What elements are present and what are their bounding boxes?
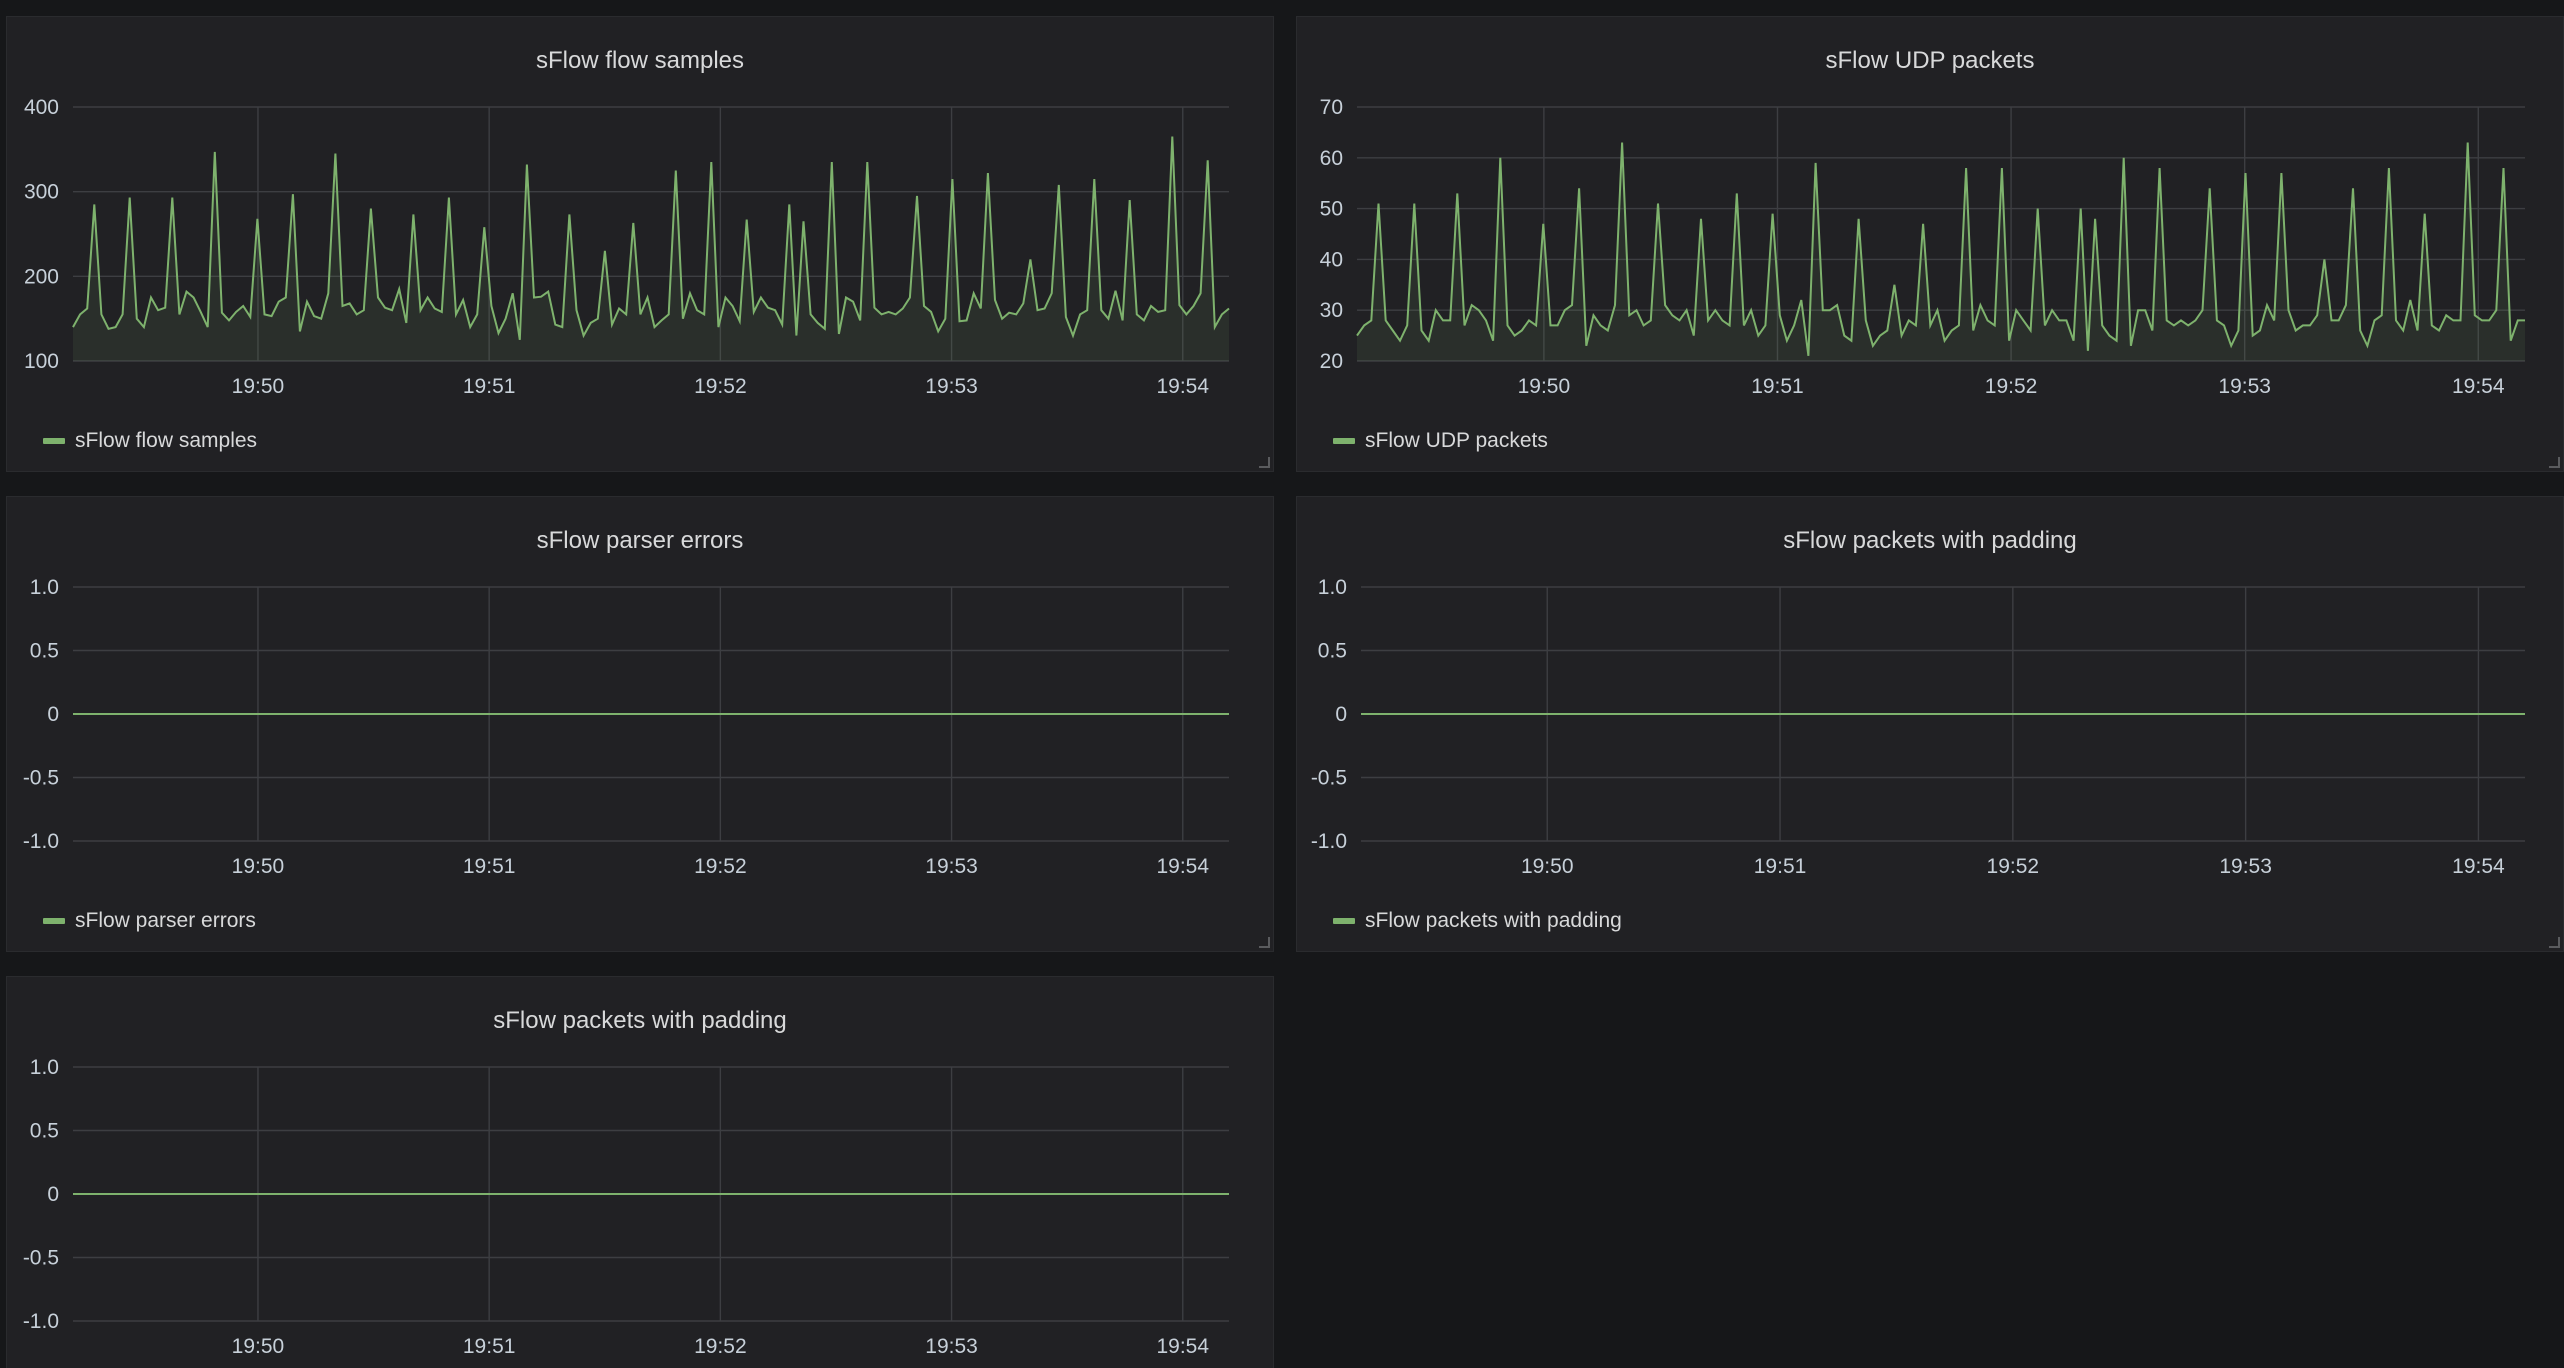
series-area (1357, 142, 2525, 361)
x-tick-label: 19:50 (232, 375, 285, 398)
y-tick-label: 0.5 (1318, 640, 1347, 663)
y-tick-label: 0 (1335, 703, 1347, 726)
x-tick-label: 19:52 (1985, 375, 2038, 398)
x-tick-label: 19:50 (232, 855, 285, 878)
x-tick-label: 19:54 (1156, 1335, 1209, 1358)
legend[interactable]: sFlow UDP packets (1333, 429, 1548, 453)
y-tick-label: 200 (24, 265, 59, 288)
panel-title[interactable]: sFlow UDP packets (1825, 47, 2035, 74)
x-tick-label: 19:52 (1987, 855, 2040, 878)
x-tick-label: 19:51 (1754, 855, 1807, 878)
y-tick-label: 1.0 (30, 576, 59, 599)
legend-label: sFlow flow samples (75, 429, 258, 452)
legend-swatch (43, 438, 65, 444)
y-tick-label: 50 (1320, 198, 1343, 221)
y-tick-label: 0 (47, 703, 59, 726)
x-tick-label: 19:54 (2452, 375, 2505, 398)
panel-packets-with-padding: sFlow packets with padding 1.0 0.5 0 -0.5 -1… (1296, 496, 2564, 952)
series-line (1356, 142, 2525, 357)
panel-flow-samples: sFlow flow samples 100 200 300 400 19:50 19:5… (6, 16, 1274, 472)
legend-label: sFlow UDP packets (1365, 429, 1548, 452)
x-tick-label: 19:50 (1518, 375, 1571, 398)
series-line (72, 136, 1230, 340)
x-tick-label: 19:54 (1156, 375, 1209, 398)
y-tick-label: 0.5 (30, 640, 59, 663)
x-tick-label: 19:51 (463, 1335, 516, 1358)
chart-packets-with-padding: 1.0 0.5 0 -0.5 -1.0 19:50 19:51 19:52 19:53 19:54 (1311, 576, 2525, 878)
y-tick-label: 1.0 (1318, 576, 1347, 599)
chart-udp-packets: 20 30 40 50 60 70 19:50 19:51 19:52 19:53 19:54 (1320, 96, 2525, 398)
legend[interactable]: sFlow parser errors (43, 909, 256, 933)
y-tick-label: 40 (1320, 248, 1343, 271)
resize-handle[interactable] (1259, 937, 1270, 948)
x-tick-label: 19:53 (2218, 375, 2271, 398)
y-tick-label: -1.0 (23, 1310, 59, 1333)
y-tick-label: 100 (24, 350, 59, 373)
x-tick-label: 19:54 (2452, 855, 2505, 878)
y-tick-label: 0 (47, 1183, 59, 1206)
panel-title[interactable]: sFlow packets with padding (1783, 527, 2077, 554)
x-tick-label: 19:50 (232, 1335, 285, 1358)
y-tick-label: -1.0 (23, 830, 59, 853)
x-tick-label: 19:50 (1521, 855, 1574, 878)
y-tick-label: 60 (1320, 147, 1343, 170)
panel-title[interactable]: sFlow parser errors (536, 527, 744, 554)
resize-handle[interactable] (2549, 457, 2560, 468)
legend[interactable]: sFlow packets with padding (1333, 909, 1622, 933)
legend-swatch (1333, 438, 1355, 444)
x-tick-label: 19:53 (2219, 855, 2272, 878)
resize-handle[interactable] (2549, 937, 2560, 948)
panel-title[interactable]: sFlow flow samples (535, 47, 745, 74)
panel-udp-packets: sFlow UDP packets 20 30 40 50 60 70 19:50 19:51… (1296, 16, 2564, 472)
y-tick-label: 30 (1320, 299, 1343, 322)
chart-parser-errors: 1.0 0.5 0 -0.5 -1.0 19:50 19:51 19:52 19:53 19:54 (23, 576, 1229, 878)
y-tick-label: 0.5 (30, 1120, 59, 1143)
x-tick-label: 19:53 (925, 1335, 978, 1358)
legend-swatch (43, 918, 65, 924)
resize-handle[interactable] (1259, 457, 1270, 468)
x-tick-label: 19:54 (1156, 855, 1209, 878)
y-tick-label: 20 (1320, 350, 1343, 373)
legend-swatch (1333, 918, 1355, 924)
x-tick-label: 19:51 (463, 375, 516, 398)
x-tick-label: 19:51 (463, 855, 516, 878)
y-tick-label: 400 (24, 96, 59, 119)
y-tick-label: -0.5 (23, 767, 59, 790)
panel-parser-errors: sFlow parser errors 1.0 0.5 0 -0.5 -1.0 19:50… (6, 496, 1274, 952)
x-tick-label: 19:53 (925, 855, 978, 878)
x-tick-label: 19:53 (925, 375, 978, 398)
panel-packets-with-padding-2: sFlow packets with padding 1.0 0.5 0 -0.5 -1… (6, 976, 1274, 1368)
y-tick-label: 1.0 (30, 1056, 59, 1079)
y-tick-label: -0.5 (23, 1247, 59, 1270)
y-tick-label: 300 (24, 181, 59, 204)
x-tick-label: 19:52 (694, 855, 747, 878)
legend-label: sFlow packets with padding (1365, 909, 1622, 932)
chart-flow-samples: 100 200 300 400 19:50 19:51 19:52 19:53 19:54 (24, 96, 1230, 398)
y-tick-label: -1.0 (1311, 830, 1347, 853)
x-tick-label: 19:52 (694, 1335, 747, 1358)
y-tick-label: 70 (1320, 96, 1343, 119)
chart-packets-with-padding-2: 1.0 0.5 0 -0.5 -1.0 19:50 19:51 19:52 19:53 19:54 (23, 1056, 1229, 1358)
y-tick-label: -0.5 (1311, 767, 1347, 790)
legend-label: sFlow parser errors (75, 909, 256, 932)
x-tick-label: 19:51 (1751, 375, 1804, 398)
legend[interactable]: sFlow flow samples (43, 429, 257, 453)
x-tick-label: 19:52 (694, 375, 747, 398)
panel-title[interactable]: sFlow packets with padding (493, 1007, 787, 1034)
